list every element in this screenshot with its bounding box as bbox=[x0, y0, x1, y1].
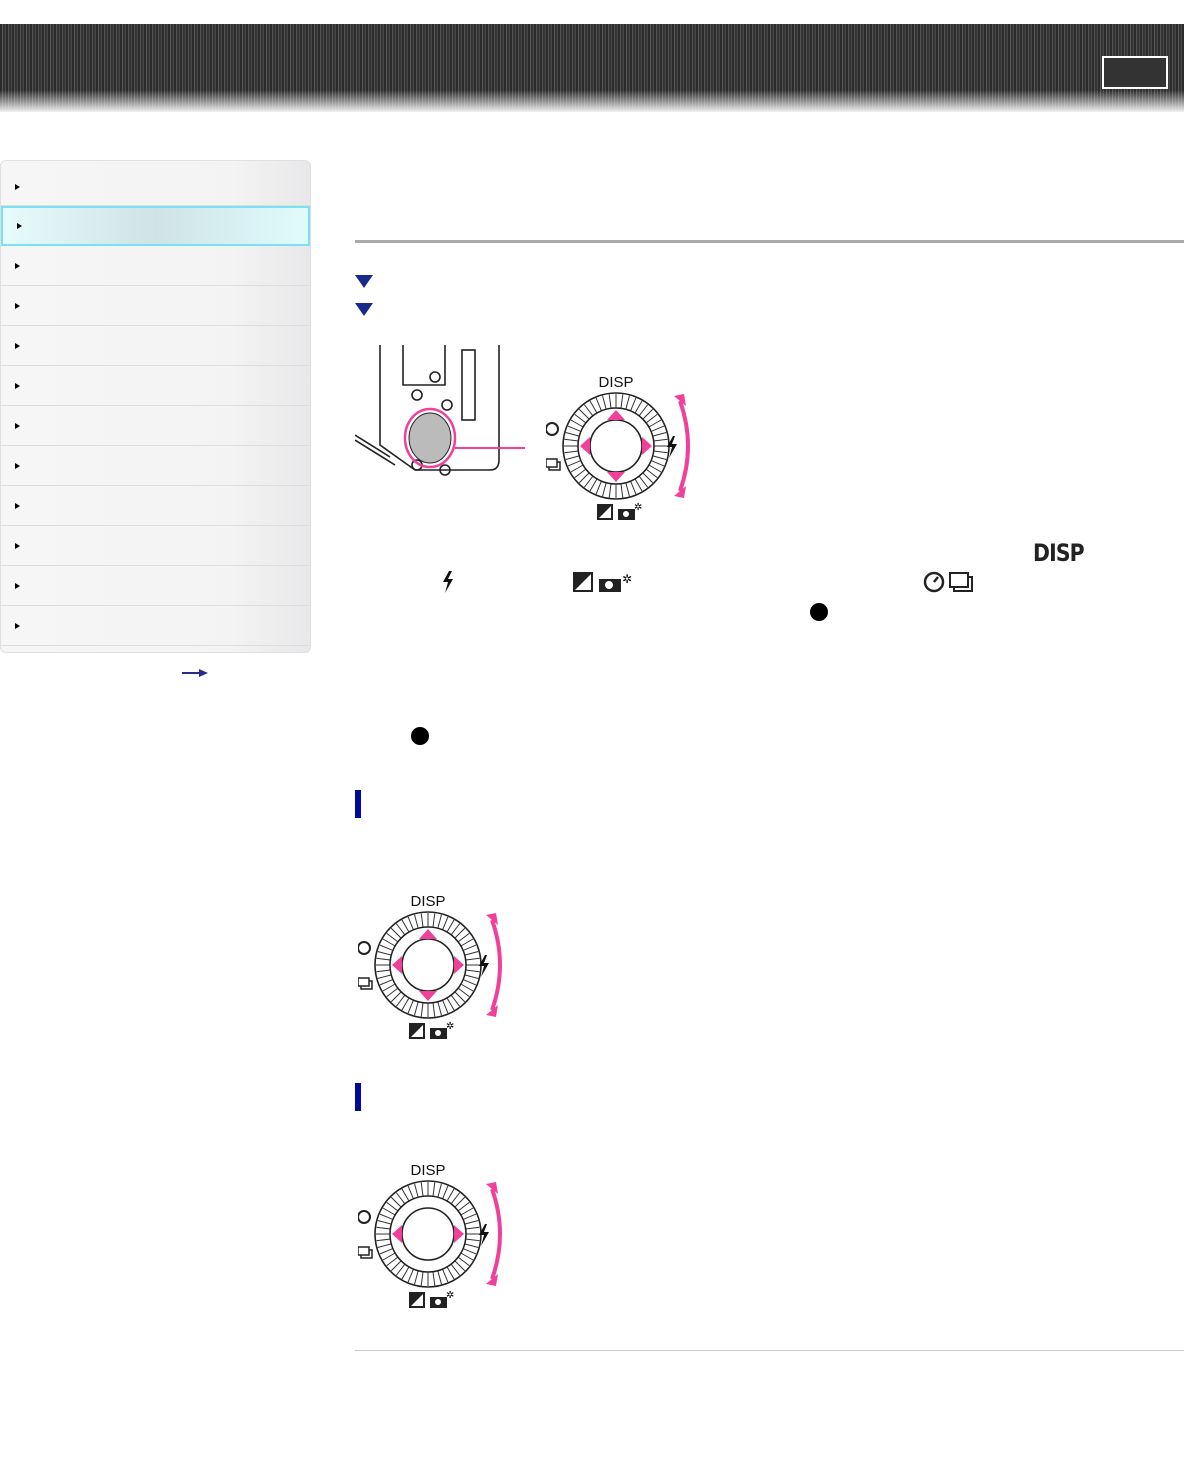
sidebar-item[interactable] bbox=[1, 526, 310, 566]
camera-illustration bbox=[355, 345, 525, 476]
sidebar-item[interactable] bbox=[1, 206, 310, 246]
arrow-right-icon[interactable] bbox=[182, 669, 208, 677]
self-timer-drive-icons bbox=[923, 571, 973, 593]
triangle-right-icon bbox=[15, 622, 20, 629]
sidebar-item[interactable] bbox=[1, 326, 310, 366]
bullet-dot bbox=[810, 603, 828, 621]
disp-label: DISP bbox=[1033, 539, 1085, 567]
sidebar-item[interactable] bbox=[1, 366, 310, 406]
triangle-right-icon bbox=[15, 184, 20, 190]
sidebar-item[interactable] bbox=[1, 406, 310, 446]
triangle-right-icon bbox=[15, 422, 20, 429]
triangle-right-icon bbox=[15, 462, 20, 469]
triangle-down-icon[interactable] bbox=[355, 303, 373, 316]
control-wheel-illustration: DISP ✲ bbox=[358, 895, 502, 1039]
sidebar-item[interactable] bbox=[1, 446, 310, 486]
title-divider bbox=[355, 240, 1184, 243]
sidebar-item[interactable] bbox=[1, 161, 310, 206]
svg-text:✲: ✲ bbox=[446, 1021, 454, 1032]
bullet-dot bbox=[411, 727, 429, 745]
sidebar-item[interactable] bbox=[1, 486, 310, 526]
triangle-right-icon bbox=[15, 382, 20, 389]
triangle-down-icon[interactable] bbox=[355, 275, 373, 288]
control-wheel-illustration: DISP ✲ bbox=[358, 1164, 502, 1308]
sidebar-item[interactable] bbox=[1, 246, 310, 286]
svg-text:DISP: DISP bbox=[410, 895, 445, 910]
svg-text:✲: ✲ bbox=[634, 502, 642, 513]
triangle-right-icon bbox=[15, 302, 20, 309]
svg-text:DISP: DISP bbox=[598, 376, 633, 391]
header-button[interactable] bbox=[1102, 56, 1168, 89]
sidebar-item[interactable] bbox=[1, 286, 310, 326]
footer-divider bbox=[355, 1350, 1184, 1351]
sidebar-item[interactable] bbox=[1, 566, 310, 606]
triangle-right-icon bbox=[15, 582, 20, 589]
exposure-scene-icons: ✲ bbox=[573, 572, 632, 592]
triangle-right-icon bbox=[15, 542, 20, 549]
header-banner bbox=[0, 24, 1184, 112]
svg-text:✲: ✲ bbox=[622, 572, 632, 586]
section-heading-bar bbox=[355, 790, 361, 818]
svg-text:DISP: DISP bbox=[410, 1164, 445, 1179]
sidebar-item[interactable] bbox=[1, 606, 310, 646]
triangle-right-icon bbox=[15, 262, 20, 269]
triangle-right-icon bbox=[15, 502, 20, 509]
section-heading-bar bbox=[355, 1083, 361, 1111]
sidebar-nav bbox=[0, 160, 311, 653]
triangle-right-icon bbox=[17, 223, 22, 229]
triangle-right-icon bbox=[15, 342, 20, 349]
flash-icon bbox=[443, 571, 453, 593]
control-wheel-illustration: DISP ✲ bbox=[546, 376, 690, 520]
svg-text:✲: ✲ bbox=[446, 1290, 454, 1301]
